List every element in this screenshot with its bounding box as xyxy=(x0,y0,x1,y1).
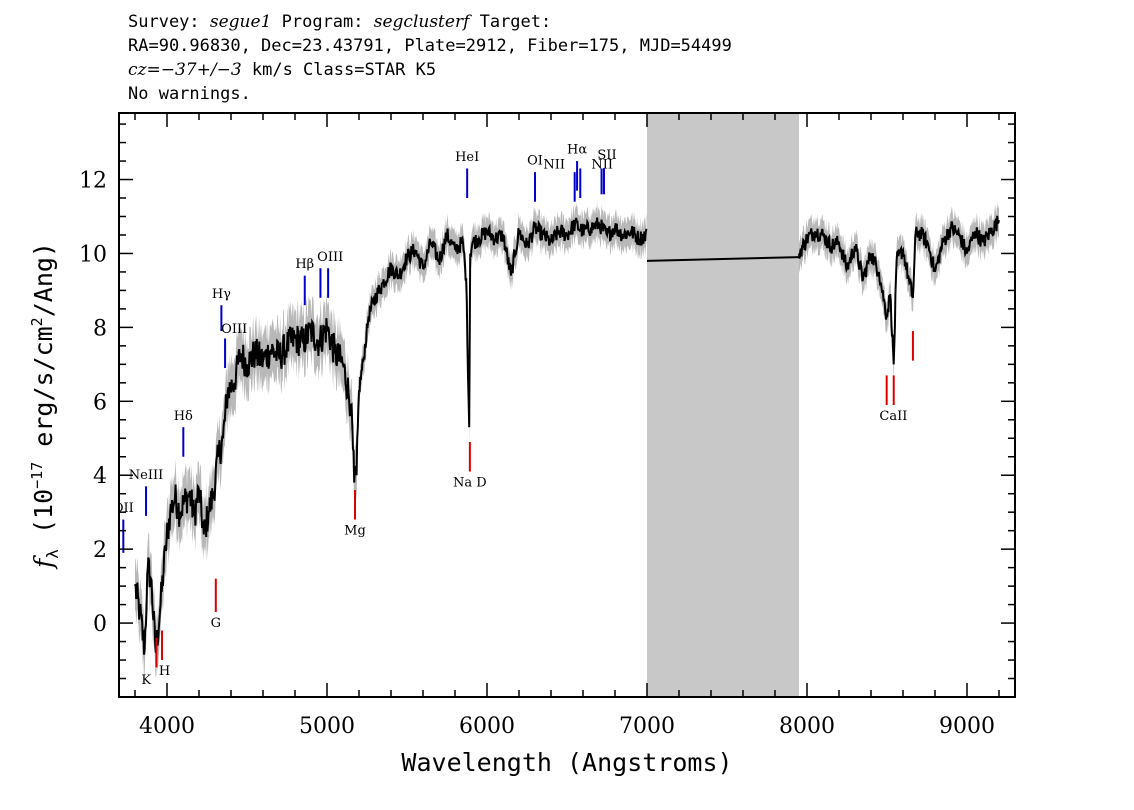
masked-interpolation-line xyxy=(646,256,800,262)
y-tick-label: 10 xyxy=(79,242,107,267)
error-band-layer xyxy=(135,201,999,681)
header-line-2: RA=90.96830, Dec=23.43791, Plate=2912, F… xyxy=(128,36,732,56)
y-tick-label: 8 xyxy=(93,316,107,341)
x-tick-label: 4000 xyxy=(139,714,195,739)
line-label-k: K xyxy=(141,673,151,688)
line-label-sii: SII xyxy=(597,148,616,163)
line-label-hα: Hα xyxy=(567,143,587,158)
line-label-mg: Mg xyxy=(344,523,366,538)
cz-label: cz xyxy=(128,60,147,80)
header-line-4: No warnings. xyxy=(128,84,251,104)
y-axis-title-f: f xyxy=(29,555,58,570)
x-tick-label: 7000 xyxy=(619,714,675,739)
y-axis-title-part: (10 xyxy=(29,489,58,549)
flux-layer xyxy=(134,215,1000,655)
line-label-g: G xyxy=(211,616,221,631)
x-tick-label: 5000 xyxy=(299,714,355,739)
program-label: Program: xyxy=(271,12,374,32)
axes-layer: 4000 5000 6000 7000 8000 9000 0 2 4 6 8 10 12 xyxy=(79,112,1016,739)
x-tick-label: 8000 xyxy=(779,714,835,739)
line-label-na-d: Na D xyxy=(453,475,487,490)
y-tick-label: 0 xyxy=(93,612,107,637)
y-axis-title-part2: erg/s/cm xyxy=(29,326,58,461)
y-tick-label: 2 xyxy=(93,538,107,563)
y-axis-title-exp: −17 xyxy=(28,462,46,489)
line-label-hβ: Hβ xyxy=(295,257,314,272)
line-label-hei: HeI xyxy=(455,150,479,165)
line-label-oii: OII xyxy=(113,501,134,516)
line-label-hδ: Hδ xyxy=(174,409,193,424)
x-axis-title: Wavelength (Angstroms) xyxy=(401,748,732,777)
plot-frame xyxy=(118,112,1016,698)
cz-value: =−37+/−3 xyxy=(146,60,242,80)
line-label-oi: OI xyxy=(527,154,543,169)
target-label: Target: xyxy=(469,12,552,32)
program-value: segclusterf xyxy=(373,12,470,32)
masked-region xyxy=(647,113,799,697)
class-label: km/s Class=STAR K5 xyxy=(241,60,437,80)
y-tick-label: 12 xyxy=(79,169,107,194)
y-axis-title-part3: /Ang) xyxy=(29,242,58,317)
y-tick-label: 6 xyxy=(93,390,107,415)
y-tick-label: 4 xyxy=(93,464,107,489)
x-tick-label: 9000 xyxy=(939,714,995,739)
line-label-nii: NII xyxy=(543,157,565,172)
flux-series-segment-2 xyxy=(798,215,1000,365)
line-label-oiii: OIII xyxy=(317,250,343,265)
y-axis-title-sub: λ xyxy=(43,549,62,559)
header-line-1: Survey: segue1 Program: segclusterf Targ… xyxy=(128,10,732,34)
line-label-hγ: Hγ xyxy=(212,287,231,302)
line-label-neiii: NeIII xyxy=(129,468,163,483)
y-axis-title: fλ (10−17 erg/s/cm2/Ang) xyxy=(28,242,62,570)
line-label-h: H xyxy=(159,664,170,679)
survey-label: Survey: xyxy=(128,12,210,32)
header-line-3: cz=−37+/−3 km/s Class=STAR K5 xyxy=(128,58,732,82)
flux-series-segment-1 xyxy=(134,217,648,655)
masked-region-layer xyxy=(647,113,799,697)
line-label-oiii: OIII xyxy=(221,322,247,337)
spectrum-header: Survey: segue1 Program: segclusterf Targ… xyxy=(128,10,732,106)
error-band-2 xyxy=(799,201,999,380)
line-label-caii: CaII xyxy=(879,409,907,424)
y-axis-title-exp2: 2 xyxy=(28,317,46,326)
x-tick-label: 6000 xyxy=(459,714,515,739)
line-label-nii: NII xyxy=(591,157,613,172)
survey-value: segue1 xyxy=(209,12,272,32)
